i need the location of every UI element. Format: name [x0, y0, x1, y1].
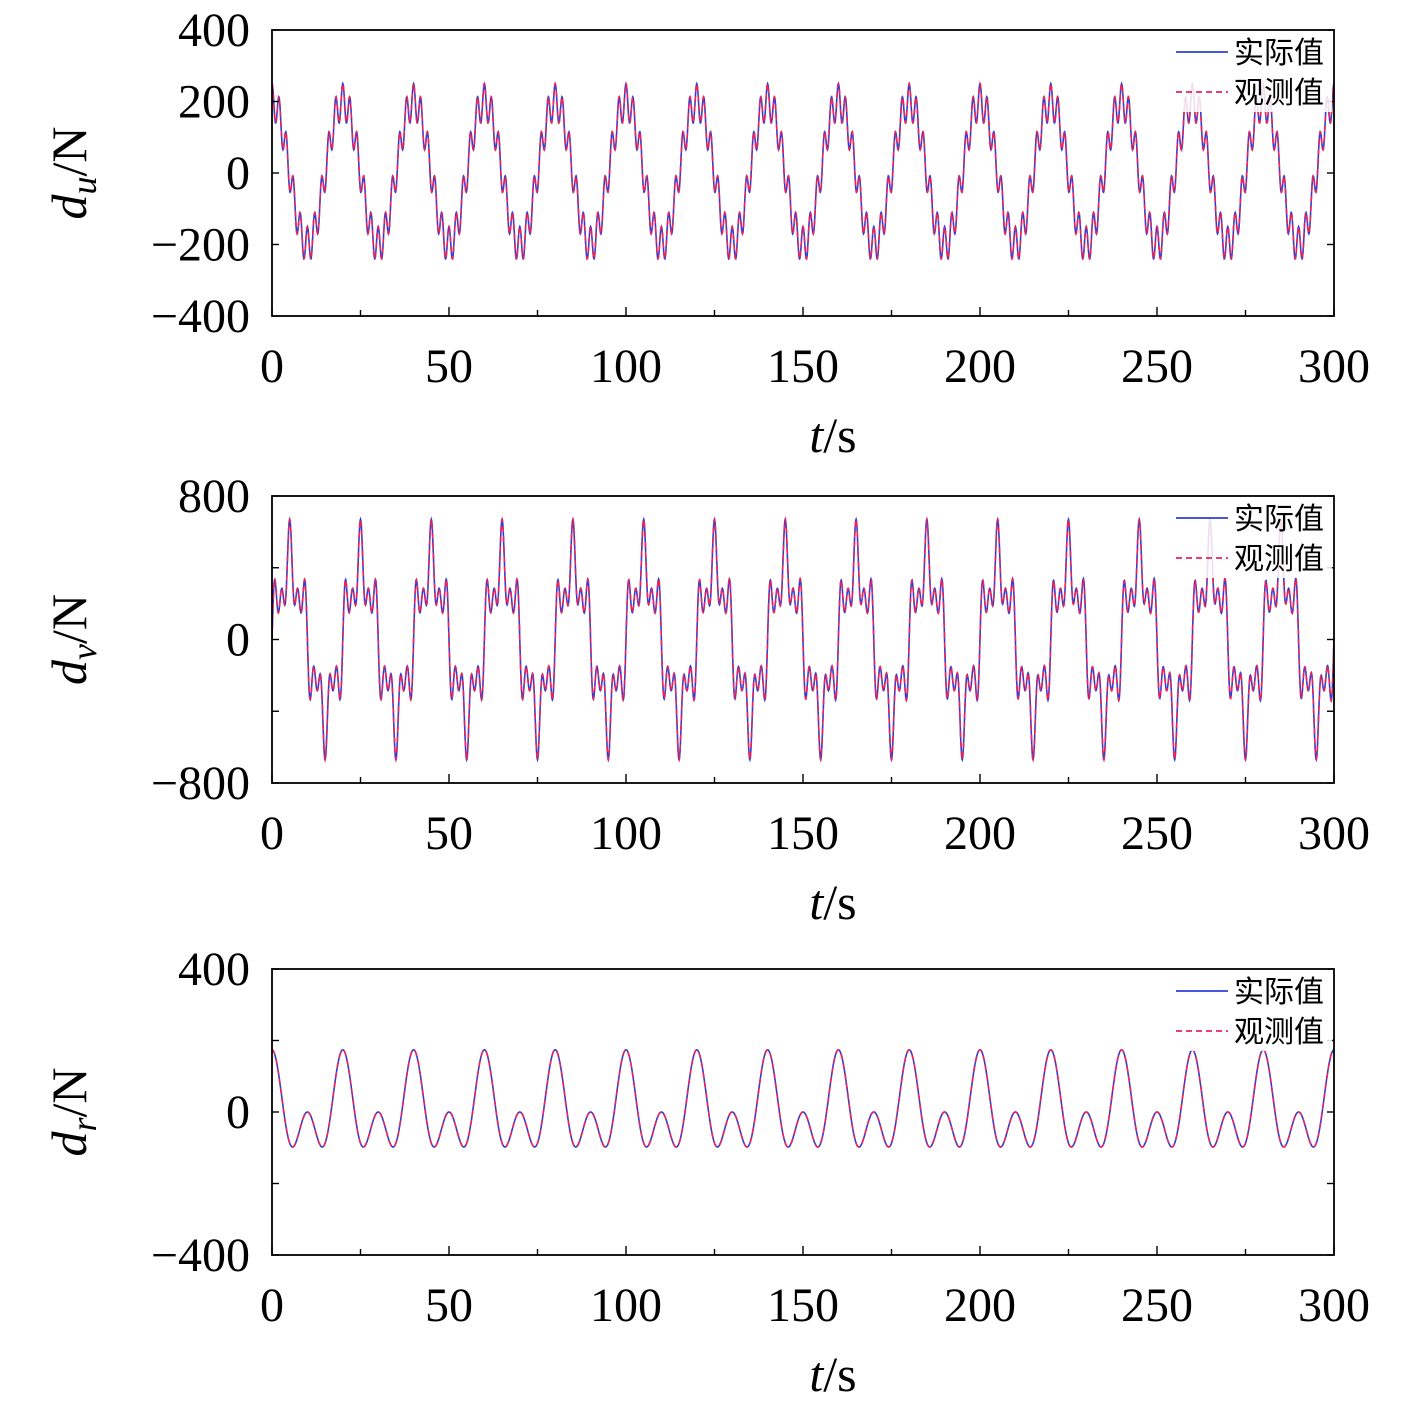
y-tick-label: 0 — [226, 147, 250, 200]
x-tick-label: 200 — [944, 807, 1016, 860]
x-axis-title: t/s — [809, 874, 856, 930]
y-tick-label: −800 — [151, 757, 250, 810]
legend-label: 实际值 — [1234, 502, 1324, 537]
legend-label: 实际值 — [1234, 36, 1324, 71]
y-axis-title: dr/N — [41, 1067, 104, 1156]
y-tick-label: −400 — [151, 1229, 250, 1282]
series-line-observed — [272, 1048, 1334, 1148]
x-axis-title: t/s — [809, 1346, 856, 1402]
x-tick-label: 0 — [260, 1279, 284, 1332]
y-tick-label: 400 — [178, 943, 250, 996]
series-line-actual — [272, 1048, 1334, 1148]
x-tick-label: 0 — [260, 807, 284, 860]
x-tick-label: 200 — [944, 1279, 1016, 1332]
y-tick-label: 0 — [226, 614, 250, 667]
x-tick-label: 0 — [260, 340, 284, 393]
legend-label: 实际值 — [1234, 975, 1324, 1010]
chart-panel-1: 0 50 100 150 200 250 300 400 200 0 −200 −400 du/N t/s… — [41, 4, 1370, 463]
x-tick-label: 150 — [767, 807, 839, 860]
x-tick-label: 250 — [1121, 340, 1193, 393]
legend-label: 观测值 — [1234, 1015, 1324, 1050]
x-tick-label: 300 — [1298, 1279, 1370, 1332]
series-line-observed — [272, 516, 1334, 763]
y-axis-title: du/N — [41, 127, 104, 220]
y-tick-label: −400 — [151, 290, 250, 343]
x-tick-label: 250 — [1121, 807, 1193, 860]
x-tick-label: 100 — [590, 1279, 662, 1332]
x-tick-label: 200 — [944, 340, 1016, 393]
x-tick-label: 50 — [425, 340, 473, 393]
legend-label: 观测值 — [1234, 542, 1324, 577]
y-tick-label: 800 — [178, 470, 250, 523]
x-tick-label: 250 — [1121, 1279, 1193, 1332]
x-tick-label: 300 — [1298, 340, 1370, 393]
legend-label: 观测值 — [1234, 76, 1324, 111]
x-tick-label: 150 — [767, 340, 839, 393]
x-tick-label: 50 — [425, 1279, 473, 1332]
x-tick-label: 100 — [590, 340, 662, 393]
y-tick-label: 0 — [226, 1086, 250, 1139]
y-tick-label: −200 — [151, 219, 250, 272]
x-tick-label: 150 — [767, 1279, 839, 1332]
y-tick-label: 200 — [178, 76, 250, 129]
series-line-observed — [272, 81, 1334, 261]
y-axis-title: dv/N — [41, 594, 104, 685]
x-axis-title: t/s — [809, 407, 856, 463]
x-tick-label: 300 — [1298, 807, 1370, 860]
y-tick-label: 400 — [178, 4, 250, 57]
x-tick-label: 50 — [425, 807, 473, 860]
x-tick-label: 100 — [590, 807, 662, 860]
